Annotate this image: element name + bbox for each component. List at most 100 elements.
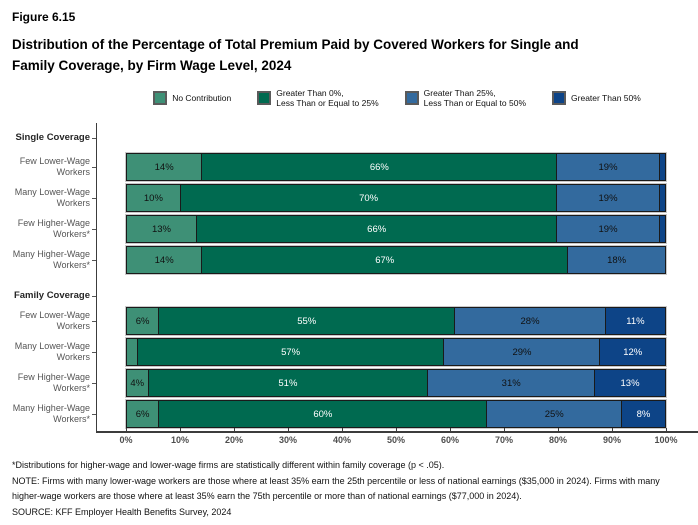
segment-value-label: 12%	[623, 346, 643, 358]
y-axis-label-text: Few Lower-Wage Workers	[19, 310, 90, 331]
y-axis-label-text: Few Lower-Wage Workers	[19, 156, 90, 177]
y-axis-label: Many Lower-Wage Workers	[0, 184, 96, 215]
bar-segment-no-contribution	[127, 339, 138, 365]
bar-row: Many Higher-Wage Workers* 14% 67% 18%	[0, 246, 698, 277]
bar-segment-gt25-le50: 18%	[568, 247, 665, 273]
bar-segment-gt50	[659, 185, 665, 211]
y-tick-mark	[92, 413, 96, 415]
y-tick-mark	[92, 351, 96, 353]
segment-value-label: 10%	[143, 192, 163, 204]
stacked-bar: 6% 60% 25% 8%	[126, 400, 666, 428]
bar-segment-gt50	[659, 154, 665, 180]
legend-label: Greater Than 0%, Less Than or Equal to 2…	[276, 87, 379, 108]
bar-segment-gt0-le25: 55%	[159, 308, 456, 334]
chart-title-line1: Distribution of the Percentage of Total …	[12, 37, 579, 52]
y-tick-mark	[92, 382, 96, 384]
figure-label: Figure 6.15	[12, 10, 76, 24]
y-axis-label-text: Many Higher-Wage Workers*	[12, 249, 90, 270]
x-tick-label: 70%	[494, 435, 514, 445]
bar-zone: 6% 60% 25% 8%	[96, 400, 698, 431]
segment-value-label: 60%	[313, 408, 333, 420]
y-axis-label: Few Lower-Wage Workers	[0, 153, 96, 184]
segment-value-label: 11%	[626, 315, 645, 327]
bar-segment-gt50: 11%	[605, 308, 665, 334]
x-axis-labels: 0% 10% 20% 30% 40% 50% 60% 70% 80% 90% 100%	[0, 433, 698, 449]
bar-row: Few Lower-Wage Workers 14% 66% 19%	[0, 153, 698, 184]
x-tick-mark	[126, 428, 127, 433]
y-axis-line	[96, 123, 97, 431]
bar-zone	[96, 123, 698, 153]
legend: No Contribution Greater Than 0%, Less Tha…	[0, 85, 698, 111]
group-header: Single Coverage	[0, 123, 96, 153]
segment-value-label: 6%	[135, 408, 150, 420]
y-axis-label: Few Higher-Wage Workers*	[0, 215, 96, 246]
segment-value-label: 4%	[130, 377, 145, 389]
y-tick-mark	[92, 197, 96, 199]
bar-segment-gt25-le50: 29%	[444, 339, 601, 365]
bar-segment-gt50: 12%	[600, 339, 665, 365]
bar-zone: 13% 66% 19%	[96, 215, 698, 246]
bar-segment-no-contribution: 14%	[127, 247, 203, 273]
bar-segment-no-contribution: 6%	[127, 401, 160, 427]
y-axis-label-text: Few Higher-Wage Workers*	[17, 372, 90, 393]
bar-segment-gt0-le25: 60%	[159, 401, 488, 427]
x-tick-mark	[612, 428, 613, 433]
stacked-bar: 13% 66% 19%	[126, 215, 666, 243]
bar-zone: 6% 55% 28% 11%	[96, 307, 698, 338]
chart-title-line2: Family Coverage, by Firm Wage Level, 202…	[12, 58, 292, 73]
bar-zone: 57% 29% 12%	[96, 338, 698, 369]
stacked-bar: 14% 66% 19%	[126, 153, 666, 181]
x-tick-mark	[234, 428, 235, 433]
bar-segment-gt25-le50: 19%	[557, 216, 660, 242]
x-tick-label: 0%	[119, 435, 133, 445]
segment-value-label: 8%	[636, 408, 651, 420]
stacked-bar: 4% 51% 31% 13%	[126, 369, 666, 397]
legend-label: No Contribution	[172, 92, 232, 103]
plot-rows: Single Coverage Few Lower-Wage Workers 14%…	[0, 123, 698, 431]
x-tick-mark	[180, 428, 181, 433]
bar-segment-no-contribution: 6%	[127, 308, 160, 334]
segment-value-label: 29%	[512, 346, 532, 358]
x-axis-line	[96, 428, 698, 433]
segment-value-label: 13%	[151, 223, 171, 235]
bar-segment-gt0-le25: 51%	[148, 370, 429, 396]
group-header-label: Family Coverage	[13, 290, 90, 302]
segment-value-label: 66%	[367, 223, 387, 235]
x-tick-label: 80%	[548, 435, 568, 445]
legend-item: Greater Than 0%, Less Than or Equal to 2…	[257, 87, 379, 108]
footnote-note: NOTE: Firms with many lower-wage workers…	[12, 475, 660, 502]
y-axis-label-text: Many Lower-Wage Workers	[14, 187, 90, 208]
y-axis-label: Many Higher-Wage Workers*	[0, 400, 96, 431]
bar-segment-gt50: 8%	[621, 401, 665, 427]
segment-value-label: 13%	[620, 377, 640, 389]
x-tick-mark	[450, 428, 451, 433]
y-tick-mark	[92, 228, 96, 230]
segment-value-label: 66%	[369, 161, 389, 173]
y-axis-label-text: Few Higher-Wage Workers*	[17, 218, 90, 239]
segment-value-label: 51%	[278, 377, 298, 389]
bar-segment-gt25-le50: 19%	[557, 154, 660, 180]
group-header: Family Coverage	[0, 285, 96, 307]
bar-segment-no-contribution: 4%	[127, 370, 149, 396]
bar-segment-gt0-le25: 67%	[202, 247, 569, 273]
segment-value-label: 19%	[598, 223, 618, 235]
x-tick-label: 60%	[440, 435, 460, 445]
x-tick-mark	[666, 428, 667, 433]
y-tick-mark	[92, 166, 96, 168]
bar-segment-gt0-le25: 70%	[180, 185, 558, 211]
legend-item: Greater Than 50%	[552, 91, 641, 105]
footnote-source: SOURCE: KFF Employer Health Benefits Sur…	[12, 506, 232, 517]
title-block: Figure 6.15 Distribution of the Percenta…	[0, 0, 698, 76]
y-axis-label: Many Lower-Wage Workers	[0, 338, 96, 369]
stacked-bar: 10% 70% 19%	[126, 184, 666, 212]
y-axis-label-text: Many Higher-Wage Workers*	[12, 403, 90, 424]
bar-row: Few Lower-Wage Workers 6% 55% 28% 11%	[0, 307, 698, 338]
segment-value-label: 57%	[281, 346, 301, 358]
group-header-label: Single Coverage	[15, 132, 90, 144]
footnotes: *Distributions for higher-wage and lower…	[0, 458, 698, 520]
x-tick-label: 30%	[278, 435, 298, 445]
x-tick-mark	[396, 428, 397, 433]
bar-zone: 14% 67% 18%	[96, 246, 698, 277]
bar-segment-gt0-le25: 57%	[137, 339, 445, 365]
